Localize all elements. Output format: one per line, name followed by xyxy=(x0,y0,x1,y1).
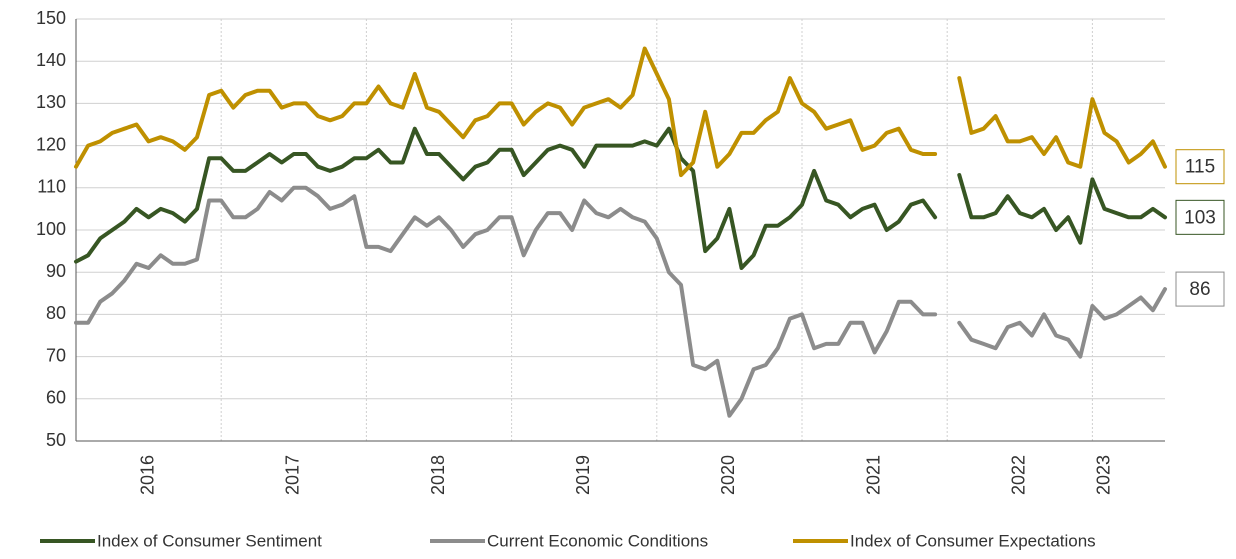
x-tick-label: 2018 xyxy=(428,455,448,495)
series-line xyxy=(74,46,1167,178)
y-tick-label: 90 xyxy=(46,261,66,281)
y-tick-label: 130 xyxy=(36,92,66,112)
end-label: 86 xyxy=(1189,279,1210,300)
y-tick-label: 100 xyxy=(36,219,66,239)
y-tick-label: 50 xyxy=(46,430,66,450)
legend-label: Current Economic Conditions xyxy=(487,531,708,550)
end-label: 103 xyxy=(1184,207,1216,228)
x-tick-label: 2020 xyxy=(718,455,738,495)
x-tick-label: 2023 xyxy=(1093,455,1113,495)
series-line xyxy=(74,126,1167,270)
end-label-box xyxy=(1175,199,1225,235)
x-tick-label: 2019 xyxy=(573,455,593,495)
end-label: 115 xyxy=(1185,157,1215,178)
y-tick-label: 70 xyxy=(46,345,66,365)
legend-label: Index of Consumer Sentiment xyxy=(97,531,322,550)
x-tick-label: 2021 xyxy=(863,455,883,495)
legend-label: Index of Consumer Expectations xyxy=(850,531,1096,550)
y-tick-label: 110 xyxy=(37,177,66,197)
y-tick-label: 140 xyxy=(36,50,66,70)
y-tick-label: 120 xyxy=(36,134,66,154)
series-line xyxy=(74,185,1167,418)
x-tick-label: 2022 xyxy=(1009,455,1029,495)
y-tick-label: 60 xyxy=(46,388,66,408)
end-label-box xyxy=(1175,149,1225,185)
y-tick-label: 80 xyxy=(46,303,66,323)
end-label-box xyxy=(1175,271,1225,307)
x-tick-label: 2016 xyxy=(137,455,157,495)
x-tick-label: 2017 xyxy=(283,455,303,495)
y-tick-label: 150 xyxy=(36,8,66,28)
